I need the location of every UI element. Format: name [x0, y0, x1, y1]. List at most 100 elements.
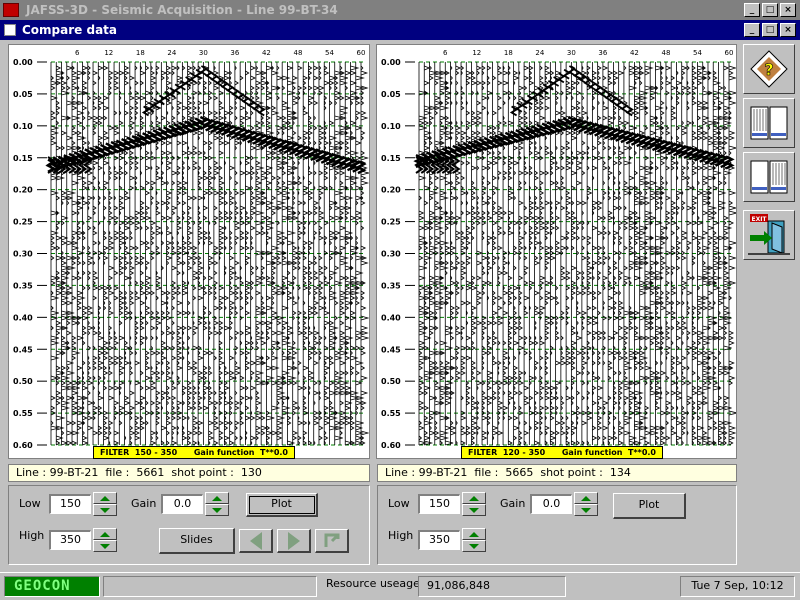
svg-text:?: ? [764, 60, 773, 79]
high-field-left[interactable]: 350 [49, 530, 91, 550]
window-maximize-button[interactable]: □ [762, 23, 778, 37]
low-up-button-right[interactable] [462, 492, 486, 504]
trace-tick-label: 60 [725, 49, 734, 57]
seismic-trace [460, 62, 473, 445]
next-button[interactable] [277, 529, 311, 553]
jump-button[interactable] [315, 529, 349, 553]
seismic-trace [439, 62, 455, 446]
low-field-right[interactable]: 150 [418, 494, 460, 514]
gain-down-button-left[interactable] [205, 504, 229, 516]
seismic-trace [486, 62, 499, 445]
high-spinner-left[interactable] [93, 528, 117, 552]
arrow-up-icon [469, 495, 479, 501]
trace-tick-label: 18 [504, 49, 513, 57]
high-field-right[interactable]: 350 [418, 530, 460, 550]
compare-left-button[interactable] [743, 98, 795, 148]
seismic-section-left: 0.00 0.05 0.10 0.15 0.20 0.25 0.30 0.35 0.40 0.45… [13, 49, 369, 450]
seismic-trace [723, 62, 736, 446]
line-info-left: Line : 99-BT-21 file : 5661 shot point :… [8, 464, 370, 482]
gain-up-button-left[interactable] [205, 492, 229, 504]
arrow-left-icon [249, 531, 262, 550]
low-down-button-left[interactable] [93, 504, 117, 516]
seismic-trace [655, 62, 667, 446]
plot-button-right[interactable]: Plot [613, 493, 686, 519]
seismic-trace [97, 62, 110, 445]
arrow-down-icon [469, 507, 479, 513]
window-title: Compare data [22, 23, 117, 37]
jump-icon [324, 533, 339, 547]
trace-tick-label: 24 [535, 49, 544, 57]
seismic-trace [160, 62, 173, 446]
time-tick-label: 0.10 [381, 122, 401, 131]
seismic-trace [234, 62, 247, 445]
brand-logo: GEOCON [4, 576, 100, 597]
seismic-trace [686, 62, 699, 446]
app-maximize-button[interactable]: □ [762, 3, 778, 17]
seismic-trace [313, 62, 326, 445]
time-tick-label: 0.55 [13, 409, 33, 418]
high-spinner-right[interactable] [462, 528, 486, 552]
seismic-trace [450, 62, 462, 446]
compare-right-icon [750, 160, 788, 194]
prev-button[interactable] [239, 529, 273, 553]
seismic-trace [586, 62, 599, 445]
gain-field-left[interactable]: 0.0 [161, 494, 203, 514]
high-down-button-left[interactable] [93, 540, 117, 552]
resource-value: 91,086,848 [418, 576, 566, 597]
app-close-button[interactable]: × [780, 3, 796, 17]
status-bar: GEOCON Resource useage 91,086,848 Tue 7 … [0, 572, 800, 600]
controls-right: Low 150 High 350 Gain 0.0 Plot [377, 485, 737, 565]
low-down-button-right[interactable] [462, 504, 486, 516]
seismic-trace [534, 62, 547, 445]
seismic-trace [597, 62, 609, 446]
arrow-down-icon [469, 543, 479, 549]
gain-up-button-right[interactable] [574, 492, 598, 504]
seismic-trace [171, 62, 184, 445]
exit-button[interactable]: EXIT [743, 210, 795, 260]
trace-tick-label: 42 [630, 49, 639, 57]
seismic-trace [150, 62, 163, 445]
time-tick-label: 0.30 [13, 250, 33, 259]
low-field-left[interactable]: 150 [49, 494, 91, 514]
plot-button-left[interactable]: Plot [246, 493, 318, 517]
seismic-trace [45, 62, 61, 445]
app-minimize-button[interactable]: _ [744, 3, 760, 17]
time-tick-label: 0.15 [13, 154, 33, 163]
time-tick-label: 0.05 [13, 90, 33, 99]
trace-tick-label: 30 [567, 49, 576, 57]
gain-spinner-left[interactable] [205, 492, 229, 516]
low-up-button-left[interactable] [93, 492, 117, 504]
high-down-button-right[interactable] [462, 540, 486, 552]
low-label-left: Low [19, 497, 41, 510]
arrow-up-icon [581, 495, 591, 501]
time-tick-label: 0.05 [381, 90, 401, 99]
seismic-trace [429, 62, 445, 445]
window-minimize-button[interactable]: _ [744, 23, 760, 37]
window-close-button[interactable]: × [780, 23, 796, 37]
seismic-trace [481, 62, 494, 445]
gain-field-right[interactable]: 0.0 [530, 494, 572, 514]
high-up-button-right[interactable] [462, 528, 486, 540]
compare-right-button[interactable] [743, 152, 795, 202]
arrow-right-icon [287, 531, 300, 550]
arrow-up-icon [100, 495, 110, 501]
time-tick-label: 0.25 [13, 218, 33, 227]
time-tick-label: 0.50 [13, 377, 33, 386]
high-up-button-left[interactable] [93, 528, 117, 540]
seismic-trace [50, 62, 66, 446]
time-tick-label: 0.50 [381, 377, 401, 386]
trace-tick-label: 36 [598, 49, 607, 57]
seismic-trace [649, 62, 665, 446]
seismic-trace [513, 62, 525, 446]
gain-spinner-right[interactable] [574, 492, 598, 516]
low-spinner-left[interactable] [93, 492, 117, 516]
seismic-trace [192, 62, 205, 446]
slides-button[interactable]: Slides [159, 528, 235, 554]
low-spinner-right[interactable] [462, 492, 486, 516]
help-button[interactable]: ? [743, 44, 795, 94]
window-icon [4, 24, 16, 36]
seismic-trace [497, 62, 510, 445]
time-tick-label: 0.20 [13, 186, 33, 195]
gain-down-button-right[interactable] [574, 504, 598, 516]
app-title-bar: JAFSS-3D - Seismic Acquisition - Line 99… [0, 0, 800, 20]
